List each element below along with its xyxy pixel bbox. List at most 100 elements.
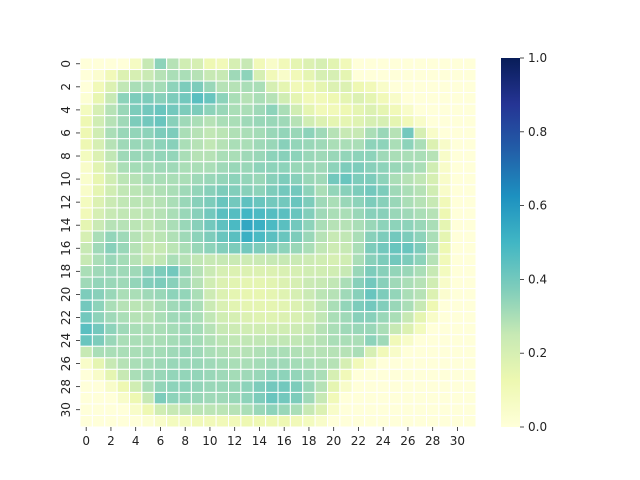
heatmap-cell — [91, 242, 106, 255]
heatmap-cell — [153, 299, 168, 313]
heatmap-cell — [463, 345, 477, 359]
heatmap-cell — [463, 138, 477, 151]
heatmap-cell — [401, 403, 415, 416]
heatmap-cell — [426, 414, 440, 428]
heatmap-cell — [376, 242, 390, 255]
heatmap-cell — [129, 103, 143, 117]
heatmap-cell — [413, 322, 428, 336]
heatmap-cell — [327, 403, 341, 416]
heatmap-cell — [339, 126, 353, 140]
heatmap-cell — [91, 414, 106, 428]
heatmap-cell — [438, 161, 452, 174]
heatmap-cell — [289, 161, 304, 174]
heatmap-cell — [426, 161, 440, 174]
heatmap-cell — [463, 103, 477, 117]
heatmap-cell — [401, 195, 415, 209]
heatmap-cell — [413, 80, 428, 94]
heatmap-cell — [289, 57, 304, 71]
heatmap-cell — [104, 242, 118, 255]
x-tick-label: 30 — [450, 434, 465, 448]
heatmap-cell — [79, 357, 93, 370]
heatmap-cell — [289, 288, 304, 301]
heatmap-cell — [364, 334, 378, 347]
heatmap-cell — [277, 161, 291, 174]
heatmap-cell — [190, 207, 205, 220]
heatmap-cell — [327, 391, 341, 405]
heatmap-cell — [129, 115, 143, 128]
heatmap-cell — [190, 299, 205, 313]
heatmap-cell — [327, 322, 341, 336]
heatmap-cell — [240, 195, 254, 209]
heatmap-cell — [314, 276, 329, 290]
heatmap-cell — [438, 288, 452, 301]
heatmap-cell — [426, 334, 440, 347]
heatmap-cell — [116, 218, 131, 232]
heatmap-cell — [116, 138, 131, 151]
heatmap-cell — [178, 80, 192, 94]
heatmap-cell — [265, 92, 279, 105]
heatmap-cell — [166, 57, 180, 71]
heatmap-cell — [116, 184, 131, 197]
heatmap-cell — [364, 69, 378, 82]
heatmap-cell — [178, 149, 192, 163]
heatmap-cell — [327, 242, 341, 255]
heatmap-cell — [413, 288, 428, 301]
heatmap-cell — [364, 357, 378, 370]
heatmap-cell — [116, 380, 131, 393]
heatmap-cell — [376, 414, 390, 428]
heatmap-cell — [129, 195, 143, 209]
heatmap-cell — [141, 276, 155, 290]
heatmap-cell — [178, 345, 192, 359]
heatmap-cell — [190, 149, 205, 163]
heatmap-cell — [351, 345, 366, 359]
heatmap-cell — [265, 218, 279, 232]
heatmap-cell — [401, 80, 415, 94]
heatmap-cell — [203, 149, 217, 163]
heatmap-cell — [153, 184, 168, 197]
heatmap-cell — [351, 172, 366, 186]
heatmap-cell — [277, 403, 291, 416]
heatmap-cell — [91, 195, 106, 209]
heatmap-cell — [190, 403, 205, 416]
heatmap-cell — [388, 103, 403, 117]
heatmap-cell — [104, 391, 118, 405]
heatmap-cell — [104, 288, 118, 301]
x-tick-label: 22 — [351, 434, 366, 448]
heatmap-cell — [141, 69, 155, 82]
colorbar-tick-label: 0.6 — [528, 199, 547, 213]
heatmap-cell — [228, 311, 242, 324]
heatmap-cell — [79, 345, 93, 359]
heatmap-cell — [228, 57, 242, 71]
heatmap-cell — [141, 207, 155, 220]
heatmap-cell — [79, 172, 93, 186]
heatmap-cell — [228, 138, 242, 151]
heatmap-cell — [228, 265, 242, 278]
heatmap-cell — [388, 380, 403, 393]
heatmap-cell — [265, 149, 279, 163]
heatmap-cell — [351, 265, 366, 278]
heatmap-cell — [228, 218, 242, 232]
heatmap-cell — [438, 368, 452, 382]
heatmap-cell — [190, 276, 205, 290]
heatmap-cell — [327, 161, 341, 174]
heatmap-cell — [178, 403, 192, 416]
heatmap-cell — [166, 230, 180, 244]
heatmap-cell — [228, 253, 242, 267]
heatmap-cell — [265, 242, 279, 255]
heatmap-cell — [203, 299, 217, 313]
heatmap-cell — [302, 334, 316, 347]
heatmap-cell — [104, 80, 118, 94]
heatmap-cell — [364, 403, 378, 416]
heatmap-cell — [153, 207, 168, 220]
heatmap-cell — [190, 138, 205, 151]
heatmap-cell — [265, 322, 279, 336]
heatmap-cell — [364, 149, 378, 163]
heatmap-cell — [228, 92, 242, 105]
heatmap-cell — [91, 103, 106, 117]
heatmap-cell — [141, 253, 155, 267]
heatmap-cell — [203, 357, 217, 370]
heatmap-cell — [351, 368, 366, 382]
heatmap-cell — [289, 299, 304, 313]
heatmap-cell — [178, 103, 192, 117]
heatmap-cell — [401, 265, 415, 278]
